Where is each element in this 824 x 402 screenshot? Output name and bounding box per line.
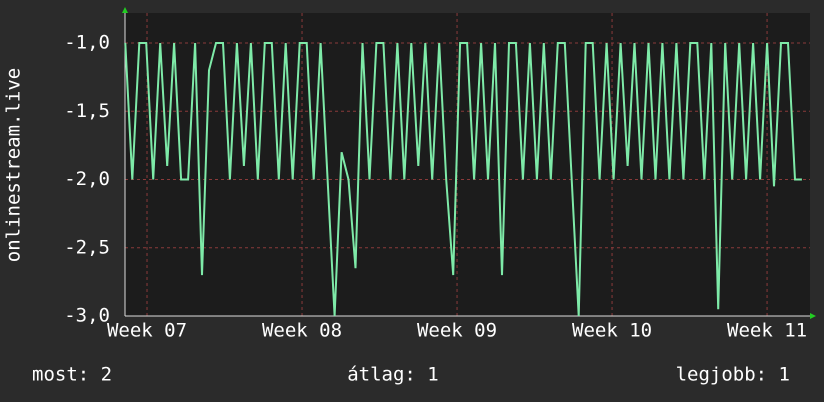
y-tick-label: -2,5 [64, 236, 110, 258]
y-axis-label: onlinestream.live [3, 68, 25, 262]
x-tick-label: Week 09 [417, 320, 497, 342]
axis-arrow [810, 313, 816, 319]
y-tick-label: -2,0 [64, 168, 110, 190]
x-tick-label: Week 07 [107, 320, 187, 342]
axis-arrow [122, 7, 128, 13]
x-tick-label: Week 11 [727, 320, 807, 342]
legend-stat: átlag: 1 [347, 364, 439, 386]
y-tick-label: -1,5 [64, 100, 110, 122]
y-tick-label: -3,0 [64, 305, 110, 327]
legend-stat: most: 2 [32, 364, 112, 386]
x-tick-label: Week 10 [572, 320, 652, 342]
data-line [124, 42, 802, 317]
legend-stat: legjobb: 1 [676, 364, 790, 386]
x-tick-label: Week 08 [262, 320, 342, 342]
y-tick-label: -1,0 [64, 32, 110, 54]
